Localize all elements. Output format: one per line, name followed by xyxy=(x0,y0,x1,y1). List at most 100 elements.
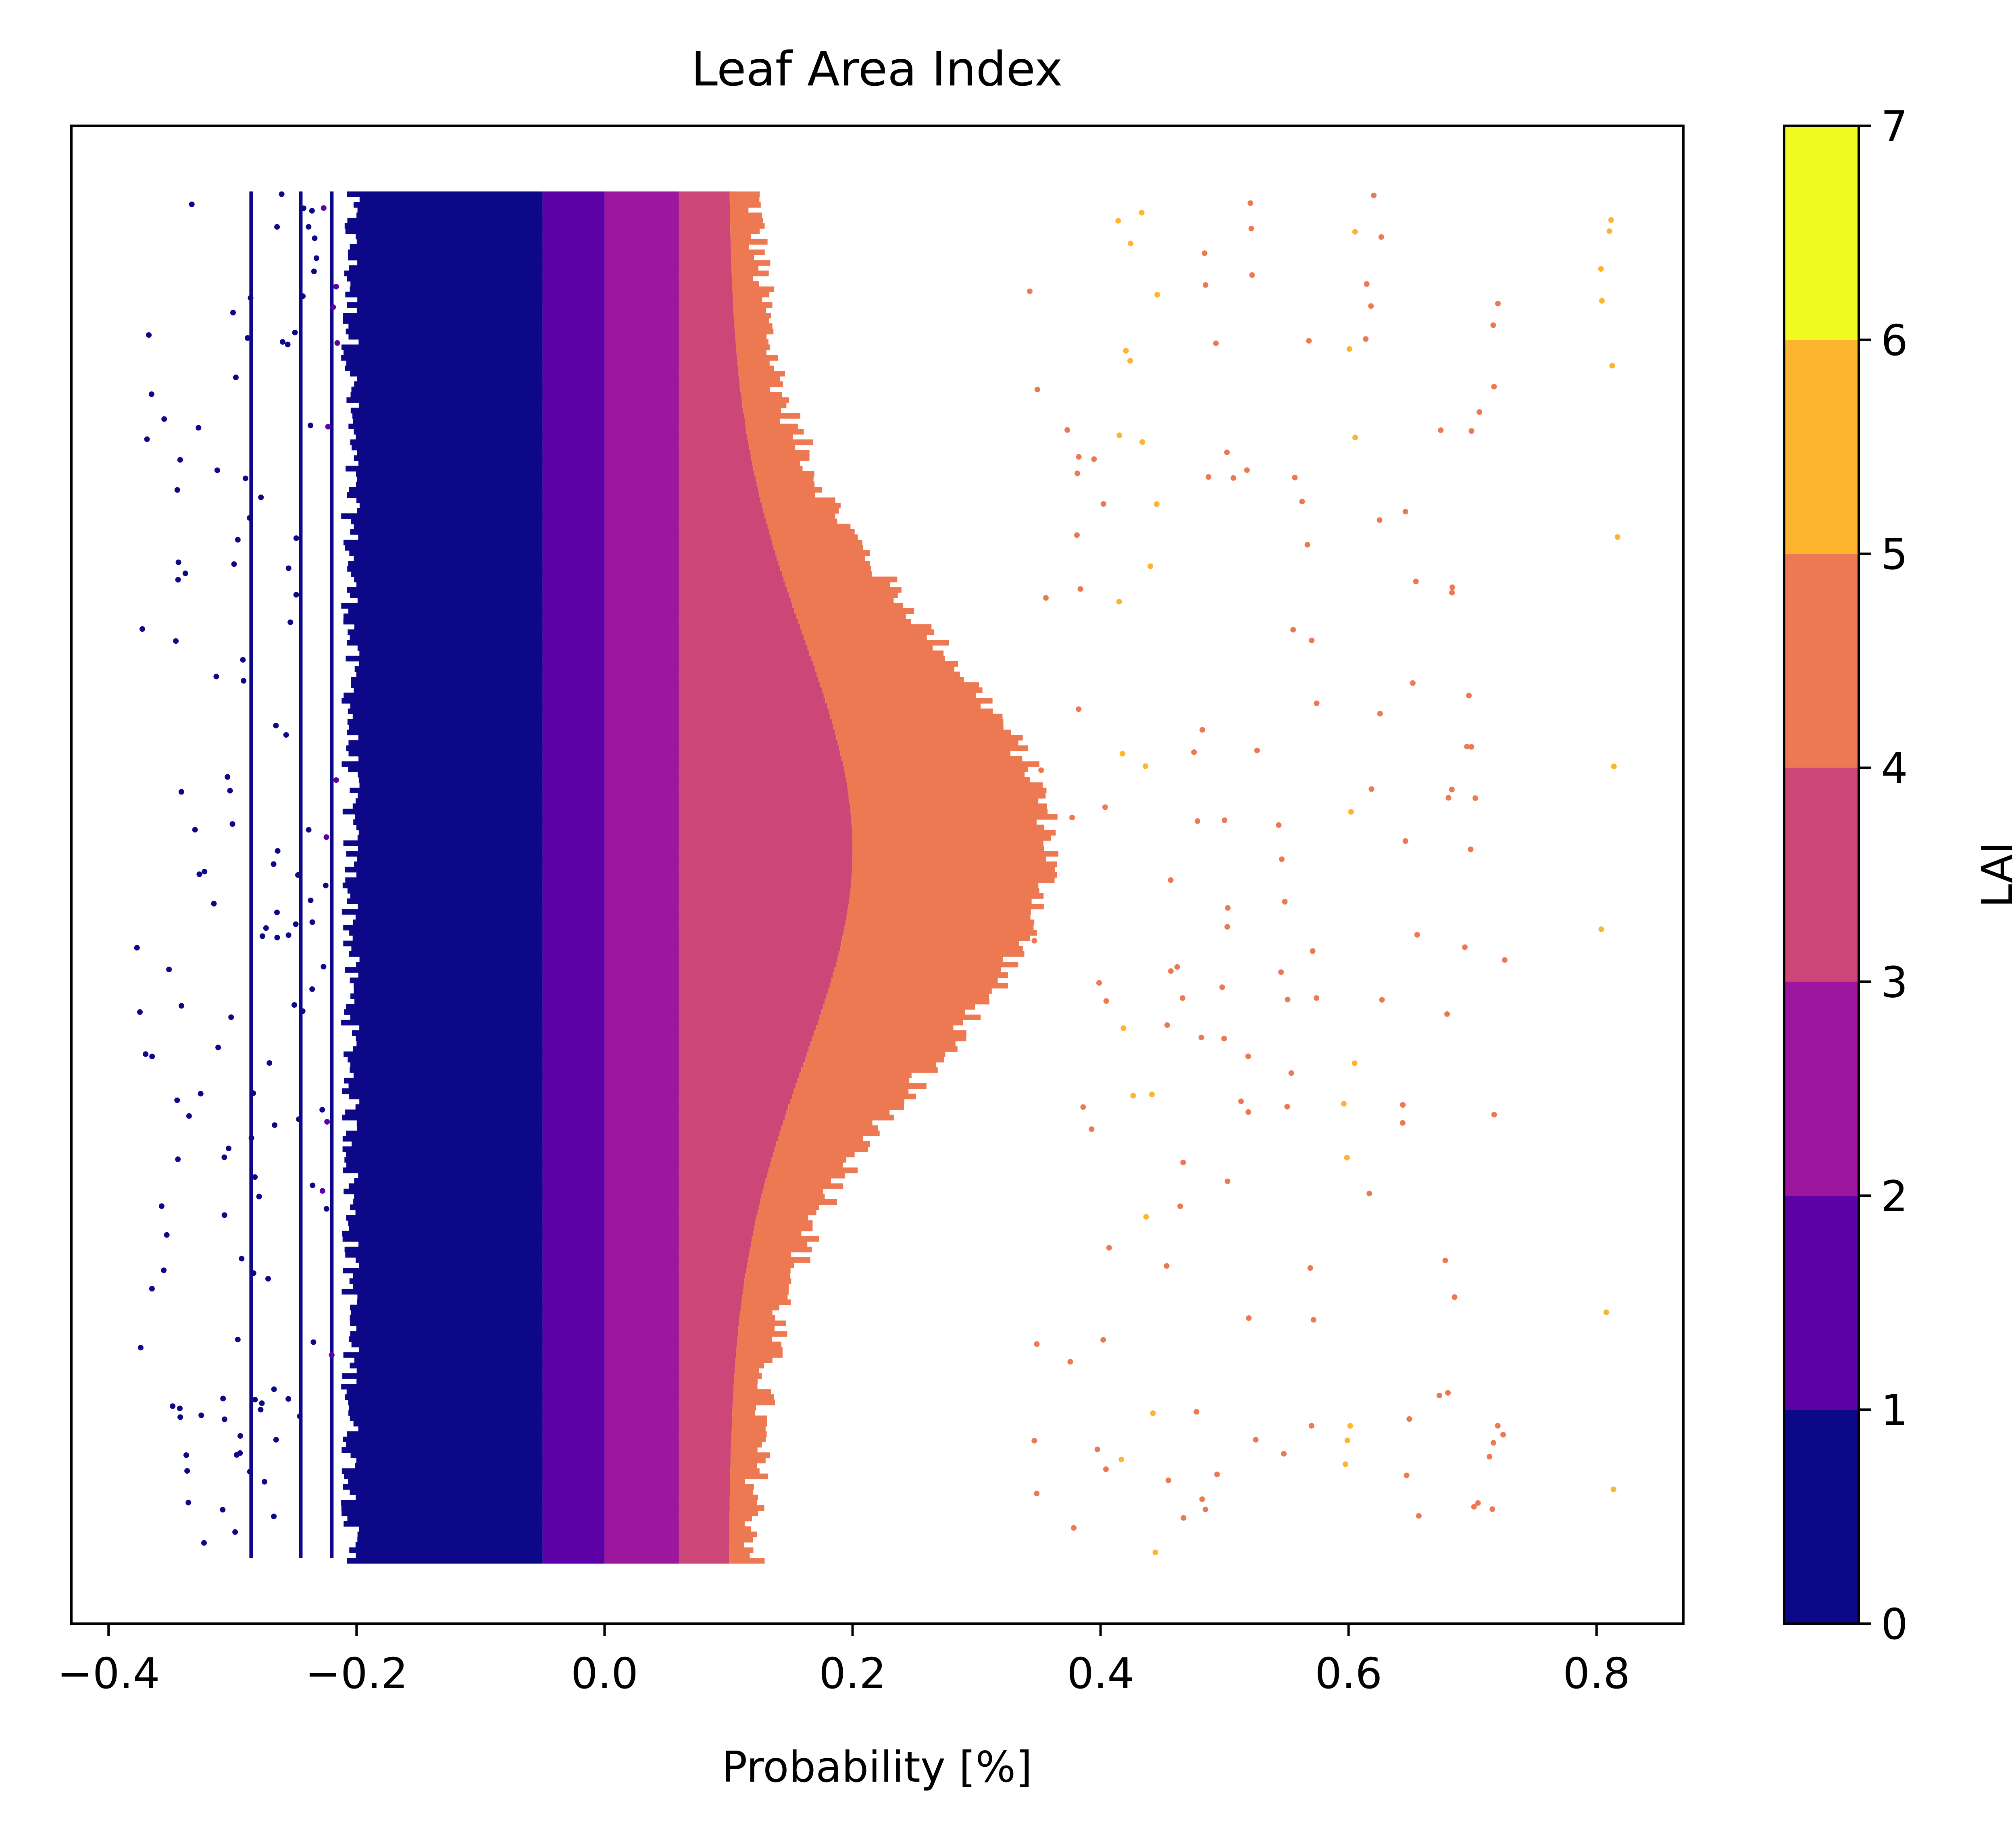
density-stroke xyxy=(843,930,1037,936)
density-stroke xyxy=(737,1336,772,1342)
scatter-point xyxy=(1165,1477,1171,1483)
density-stroke xyxy=(542,788,605,793)
scatter-point xyxy=(1089,1126,1095,1132)
density-stroke xyxy=(542,313,605,318)
density-stroke xyxy=(604,909,679,915)
density-stroke xyxy=(542,993,605,999)
density-stroke xyxy=(729,1494,758,1500)
density-stroke xyxy=(733,1394,774,1400)
density-stroke xyxy=(604,492,679,498)
density-stroke xyxy=(342,1088,543,1094)
density-stroke xyxy=(542,988,605,994)
density-stroke xyxy=(604,1136,679,1142)
density-stroke xyxy=(604,503,679,509)
density-stroke xyxy=(604,434,679,440)
density-stroke xyxy=(604,1141,679,1147)
density-stroke xyxy=(748,1257,810,1263)
density-stroke xyxy=(732,276,753,282)
density-stroke xyxy=(679,672,817,678)
scatter-point xyxy=(1276,822,1282,828)
density-stroke xyxy=(351,518,543,524)
density-stroke xyxy=(734,1379,758,1384)
scatter-point xyxy=(1406,1416,1412,1422)
density-stroke xyxy=(679,677,818,683)
density-stroke xyxy=(347,719,543,725)
density-stroke xyxy=(732,1415,767,1421)
density-stroke xyxy=(604,1420,679,1427)
scatter-point xyxy=(1116,599,1122,605)
density-stroke xyxy=(343,318,543,324)
density-stroke xyxy=(679,450,750,456)
scatter-point xyxy=(1285,996,1291,1002)
density-stroke xyxy=(542,740,605,746)
density-stroke xyxy=(849,898,1032,904)
density-stroke xyxy=(542,429,605,435)
density-stroke xyxy=(604,608,679,614)
density-stroke xyxy=(359,1347,543,1353)
density-stroke xyxy=(783,576,898,582)
density-stroke xyxy=(604,840,679,846)
density-stroke xyxy=(344,1009,543,1015)
density-stroke xyxy=(679,1362,735,1368)
density-stroke xyxy=(604,329,679,335)
density-stroke xyxy=(604,276,679,282)
density-stroke xyxy=(852,851,1058,857)
scatter-point xyxy=(1466,693,1472,699)
density-stroke xyxy=(604,571,679,577)
density-stroke xyxy=(356,1120,543,1126)
scatter-point xyxy=(241,678,246,684)
scatter-point xyxy=(1200,727,1205,733)
density-stroke xyxy=(679,608,795,614)
density-stroke xyxy=(542,693,605,699)
density-stroke xyxy=(778,1136,863,1142)
density-stroke xyxy=(679,413,744,419)
density-stroke xyxy=(730,228,760,234)
density-stroke xyxy=(679,782,847,788)
density-stroke xyxy=(730,1463,757,1469)
density-stroke xyxy=(748,439,813,445)
density-stroke xyxy=(734,1373,762,1379)
density-stroke xyxy=(679,239,731,245)
density-stroke xyxy=(350,1415,543,1421)
density-stroke xyxy=(729,1505,764,1511)
density-stroke xyxy=(542,450,605,456)
scatter-point xyxy=(1246,1315,1252,1321)
density-stroke xyxy=(679,861,852,867)
density-stroke xyxy=(341,1500,543,1506)
density-stroke xyxy=(356,471,543,477)
density-stroke xyxy=(350,788,543,793)
density-stroke xyxy=(739,1315,775,1321)
density-stroke xyxy=(604,719,679,725)
density-stroke xyxy=(542,1315,605,1321)
scatter-point xyxy=(1074,532,1080,538)
density-stroke xyxy=(604,940,679,946)
density-stroke xyxy=(773,545,863,551)
density-stroke xyxy=(679,967,835,973)
density-stroke xyxy=(848,793,1046,799)
density-stroke xyxy=(542,1014,605,1020)
scatter-point xyxy=(312,235,318,241)
density-stroke xyxy=(679,439,748,445)
density-stroke xyxy=(356,824,543,830)
density-stroke xyxy=(542,1173,605,1179)
scatter-point xyxy=(250,1270,256,1276)
scatter-point xyxy=(319,1188,325,1194)
density-stroke xyxy=(542,724,605,730)
density-stroke xyxy=(349,1547,543,1553)
density-stroke xyxy=(740,387,770,393)
density-stroke xyxy=(604,476,679,482)
density-stroke xyxy=(764,1183,843,1189)
density-stroke xyxy=(604,672,679,678)
scatter-point xyxy=(1031,938,1037,944)
density-stroke xyxy=(679,418,745,424)
density-stroke xyxy=(604,1273,679,1279)
density-stroke xyxy=(542,1479,605,1485)
density-stroke xyxy=(542,1289,605,1295)
density-stroke xyxy=(736,1347,783,1353)
density-stroke xyxy=(604,471,679,477)
density-stroke xyxy=(542,1437,605,1442)
density-stroke xyxy=(738,365,774,371)
density-stroke xyxy=(542,1188,605,1194)
scatter-point xyxy=(274,224,280,230)
density-stroke xyxy=(679,466,754,472)
